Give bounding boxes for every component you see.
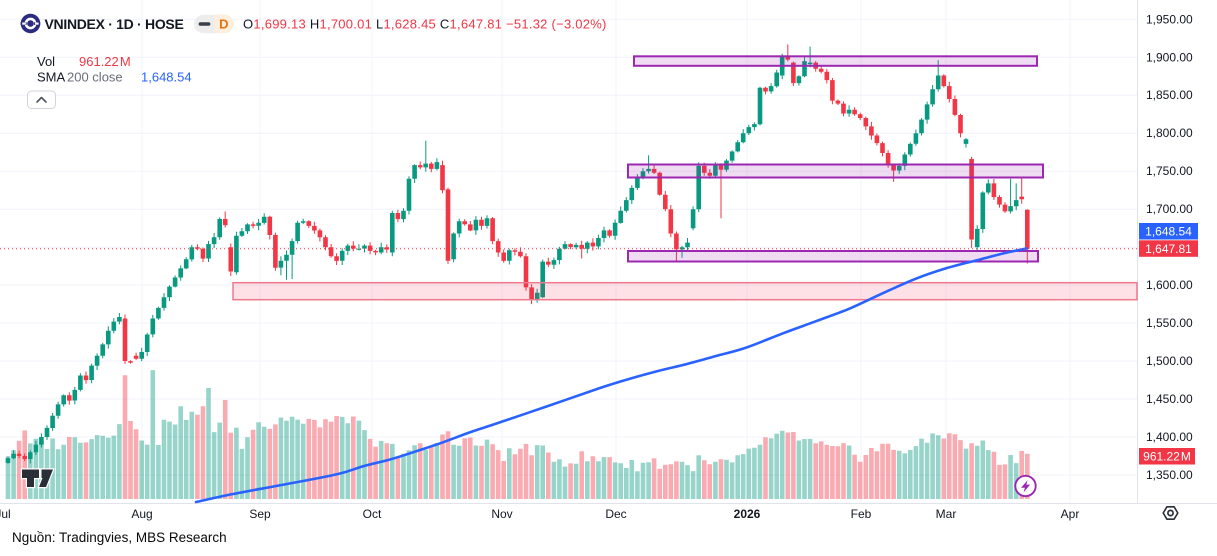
svg-text:Mar: Mar — [936, 507, 957, 521]
svg-text:2026: 2026 — [734, 507, 761, 521]
svg-text:Oct: Oct — [363, 507, 382, 521]
svg-text:SMA: SMA — [37, 70, 66, 85]
svg-text:O1,699.13 H1,700.01 L1,628.45: O1,699.13 H1,700.01 L1,628.45 C1,647.81 … — [243, 17, 607, 32]
svg-text:Sep: Sep — [249, 507, 271, 521]
svg-text:1,350.00: 1,350.00 — [1146, 468, 1193, 482]
svg-text:Aug: Aug — [131, 507, 152, 521]
svg-text:1,950.00: 1,950.00 — [1146, 12, 1193, 26]
svg-text:D: D — [219, 17, 228, 32]
svg-text:1,850.00: 1,850.00 — [1146, 88, 1193, 102]
svg-text:Jul: Jul — [0, 507, 11, 521]
svg-text:1,450.00: 1,450.00 — [1146, 392, 1193, 406]
svg-text:1,600.00: 1,600.00 — [1146, 278, 1193, 292]
svg-text:Feb: Feb — [851, 507, 872, 521]
svg-text:Apr: Apr — [1061, 507, 1080, 521]
svg-text:1,500.00: 1,500.00 — [1146, 354, 1193, 368]
svg-text:961.22 M: 961.22 M — [1143, 450, 1191, 464]
svg-text:Nov: Nov — [491, 507, 512, 521]
svg-text:200 close: 200 close — [67, 70, 123, 85]
svg-text:1,550.00: 1,550.00 — [1146, 316, 1193, 330]
svg-text:Nguồn: Tradingvies, MBS Resear: Nguồn: Tradingvies, MBS Research — [12, 530, 227, 545]
svg-text:1,648.54: 1,648.54 — [141, 70, 192, 85]
svg-text:961.22 M: 961.22 M — [79, 54, 131, 69]
svg-text:1,700.00: 1,700.00 — [1146, 202, 1193, 216]
svg-text:Vol: Vol — [37, 54, 55, 69]
svg-text:1,648.54: 1,648.54 — [1145, 225, 1192, 239]
svg-text:1,647.81: 1,647.81 — [1145, 242, 1192, 256]
svg-text:1,400.00: 1,400.00 — [1146, 430, 1193, 444]
svg-text:1,900.00: 1,900.00 — [1146, 50, 1193, 64]
svg-text:1,750.00: 1,750.00 — [1146, 164, 1193, 178]
svg-text:Dec: Dec — [605, 507, 626, 521]
svg-text:1,800.00: 1,800.00 — [1146, 126, 1193, 140]
svg-text:VNINDEX · 1D · HOSE: VNINDEX · 1D · HOSE — [45, 16, 184, 32]
